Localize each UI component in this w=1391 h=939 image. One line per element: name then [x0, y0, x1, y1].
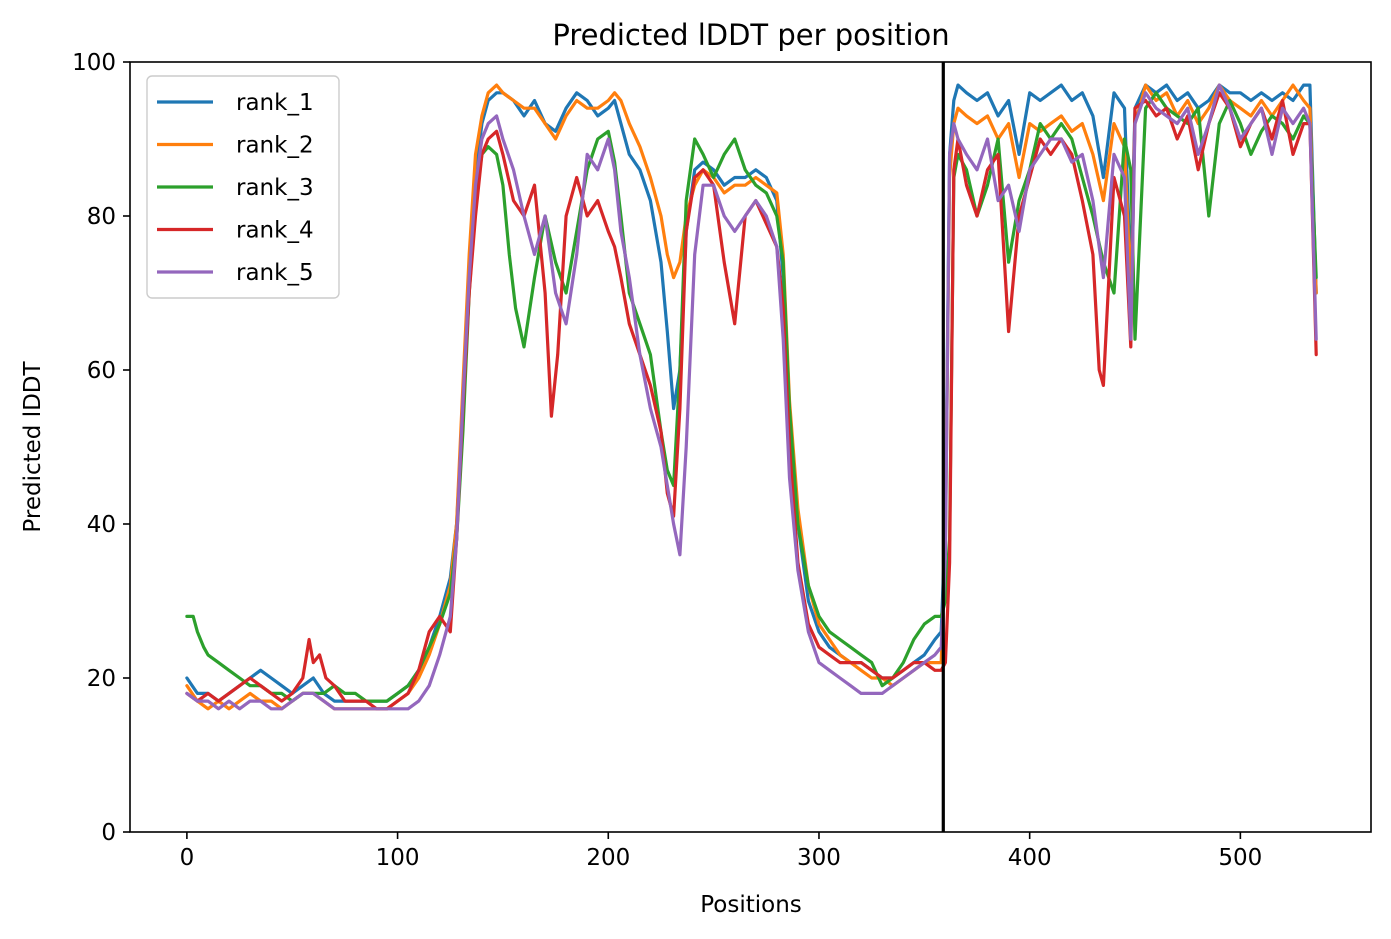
x-axis-ticks: 0 100 200 300 400 500: [180, 832, 1262, 871]
x-axis-label: Positions: [700, 892, 802, 918]
legend-label-rank_5: rank_5: [236, 260, 314, 286]
x-tick-label: 0: [180, 845, 195, 871]
legend-label-rank_1: rank_1: [236, 90, 314, 116]
y-tick-label: 100: [72, 50, 116, 76]
y-tick-label: 60: [87, 358, 116, 384]
series-line-rank_3: [185, 91, 1318, 703]
x-tick-label: 400: [1008, 845, 1052, 871]
legend-label-rank_2: rank_2: [236, 133, 314, 159]
y-axis-label: Predicted lDDT: [20, 360, 46, 532]
x-tick-label: 500: [1218, 845, 1262, 871]
x-tick-label: 200: [586, 845, 630, 871]
x-tick-label: 100: [376, 845, 420, 871]
x-tick-label: 300: [797, 845, 841, 871]
series-lines: [185, 83, 1318, 711]
y-tick-label: 40: [87, 512, 116, 538]
legend-label-rank_3: rank_3: [236, 175, 314, 201]
plot-frame: [129, 61, 1372, 833]
y-tick-label: 80: [87, 204, 116, 230]
legend: rank_1 rank_2 rank_3 rank_4 rank_5: [146, 75, 340, 299]
legend-box: [146, 75, 340, 299]
legend-label-rank_4: rank_4: [236, 218, 314, 244]
series-line-rank_5: [185, 83, 1318, 711]
plot-area: [129, 61, 1372, 833]
chart-title: Predicted lDDT per position: [552, 18, 949, 52]
y-tick-label: 20: [87, 666, 116, 692]
y-tick-label: 0: [101, 820, 116, 846]
y-axis-ticks: 0 20 40 60 80 100: [72, 50, 130, 846]
